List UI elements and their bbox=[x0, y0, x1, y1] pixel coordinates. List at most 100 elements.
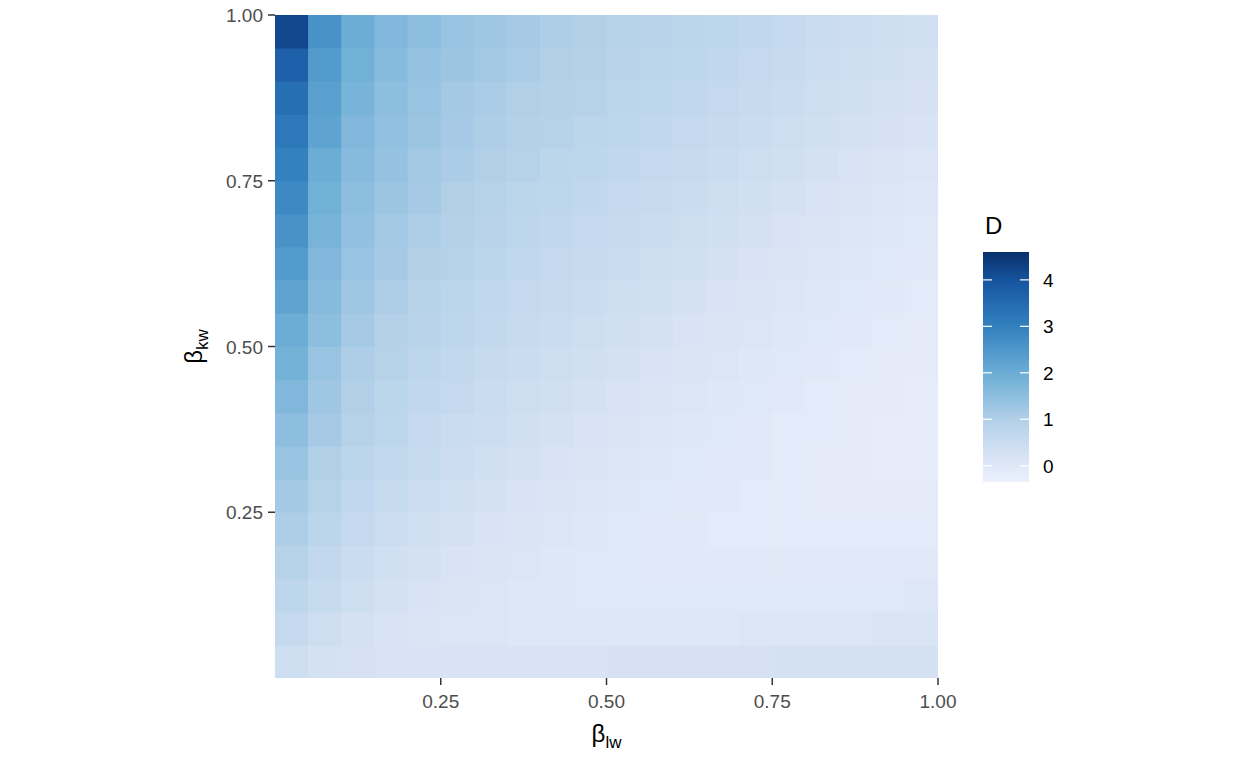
heatmap-cell bbox=[573, 81, 607, 115]
heatmap-cell bbox=[474, 446, 508, 480]
heatmap-cell bbox=[341, 612, 375, 646]
heatmap-cell bbox=[640, 545, 674, 579]
heatmap-cell bbox=[905, 479, 938, 513]
heatmap-cell bbox=[507, 15, 541, 49]
heatmap-cell bbox=[772, 214, 806, 248]
heatmap-cell bbox=[706, 214, 740, 248]
heatmap-cell bbox=[374, 545, 408, 579]
color-tick-label: 2 bbox=[1043, 363, 1054, 384]
heatmap-cell bbox=[308, 280, 342, 314]
heatmap-cell bbox=[308, 181, 342, 215]
heatmap-cell bbox=[640, 247, 674, 281]
heatmap-cell bbox=[341, 114, 375, 148]
heatmap-cell bbox=[905, 446, 938, 480]
heatmap-cell bbox=[706, 545, 740, 579]
heatmap-cell bbox=[474, 114, 508, 148]
heatmap-cell bbox=[275, 645, 309, 678]
heatmap-cell bbox=[408, 347, 442, 381]
heatmap-cell bbox=[507, 479, 541, 513]
heatmap-cell bbox=[507, 313, 541, 347]
heatmap-cell bbox=[441, 114, 475, 148]
heatmap-cell bbox=[441, 645, 475, 678]
heatmap-cell bbox=[341, 247, 375, 281]
heatmap-cell bbox=[839, 413, 873, 447]
heatmap-cell bbox=[308, 347, 342, 381]
color-tick bbox=[983, 372, 992, 373]
heatmap-cell bbox=[640, 280, 674, 314]
heatmap-cell bbox=[673, 114, 707, 148]
chart: 0.250.500.751.000.250.500.751.00βlwβkw01… bbox=[0, 0, 1248, 768]
heatmap-cell bbox=[872, 645, 906, 678]
heatmap-cell bbox=[706, 148, 740, 182]
heatmap-cell bbox=[540, 347, 574, 381]
heatmap-cell bbox=[805, 545, 839, 579]
heatmap-cell bbox=[739, 247, 773, 281]
heatmap-cell bbox=[507, 645, 541, 678]
heatmap-cell bbox=[739, 280, 773, 314]
heatmap-cell bbox=[739, 446, 773, 480]
heatmap-cell bbox=[408, 545, 442, 579]
color-tick bbox=[983, 326, 992, 327]
heatmap-cell bbox=[772, 114, 806, 148]
heatmap-cell bbox=[573, 214, 607, 248]
heatmap-cell bbox=[673, 148, 707, 182]
heatmap-cell bbox=[607, 512, 641, 546]
heatmap-cell bbox=[739, 214, 773, 248]
heatmap-cell bbox=[341, 380, 375, 414]
heatmap-cell bbox=[374, 645, 408, 678]
heatmap-cell bbox=[640, 645, 674, 678]
heatmap-cell bbox=[805, 181, 839, 215]
heatmap-cell bbox=[673, 612, 707, 646]
heatmap-cell bbox=[905, 347, 938, 381]
heatmap-cell bbox=[408, 148, 442, 182]
heatmap-cell bbox=[905, 114, 938, 148]
heatmap-cell bbox=[872, 612, 906, 646]
heatmap-cell bbox=[573, 579, 607, 613]
heatmap-cell bbox=[772, 148, 806, 182]
heatmap-cell bbox=[507, 413, 541, 447]
heatmap-cell bbox=[872, 479, 906, 513]
heatmap-cell bbox=[540, 48, 574, 82]
heatmap-cell bbox=[640, 148, 674, 182]
heatmap-cell bbox=[374, 148, 408, 182]
heatmap-cell bbox=[805, 214, 839, 248]
heatmap-cell bbox=[772, 579, 806, 613]
heatmap-cell bbox=[474, 214, 508, 248]
y-tick bbox=[268, 180, 275, 182]
heatmap-cell bbox=[573, 114, 607, 148]
heatmap-cell bbox=[706, 579, 740, 613]
heatmap-cell bbox=[805, 247, 839, 281]
heatmap-cell bbox=[872, 214, 906, 248]
heatmap-cell bbox=[275, 413, 309, 447]
heatmap-cell bbox=[673, 347, 707, 381]
heatmap-cell bbox=[607, 247, 641, 281]
heatmap-cell bbox=[872, 512, 906, 546]
heatmap-cell bbox=[308, 114, 342, 148]
heatmap-cell bbox=[805, 645, 839, 678]
heatmap-cell bbox=[673, 380, 707, 414]
heatmap-cell bbox=[374, 347, 408, 381]
heatmap-cell bbox=[474, 413, 508, 447]
heatmap-cell bbox=[441, 247, 475, 281]
heatmap-cell bbox=[706, 247, 740, 281]
heatmap-cell bbox=[540, 81, 574, 115]
heatmap-cell bbox=[772, 347, 806, 381]
heatmap-cell bbox=[607, 280, 641, 314]
color-tick bbox=[1020, 279, 1029, 280]
heatmap-cell bbox=[905, 579, 938, 613]
heatmap-cell bbox=[706, 114, 740, 148]
x-tick bbox=[440, 678, 442, 685]
heatmap-cell bbox=[341, 545, 375, 579]
heatmap-cell bbox=[805, 446, 839, 480]
heatmap-cell bbox=[507, 579, 541, 613]
heatmap-cell bbox=[640, 579, 674, 613]
heatmap-cell bbox=[308, 645, 342, 678]
color-bar-title: D bbox=[985, 212, 1002, 239]
heatmap-cell bbox=[540, 181, 574, 215]
heatmap-cell bbox=[374, 247, 408, 281]
heatmap-cell bbox=[772, 413, 806, 447]
heatmap-cell bbox=[308, 380, 342, 414]
heatmap-cell bbox=[673, 247, 707, 281]
heatmap-cell bbox=[640, 512, 674, 546]
heatmap-cell bbox=[673, 545, 707, 579]
